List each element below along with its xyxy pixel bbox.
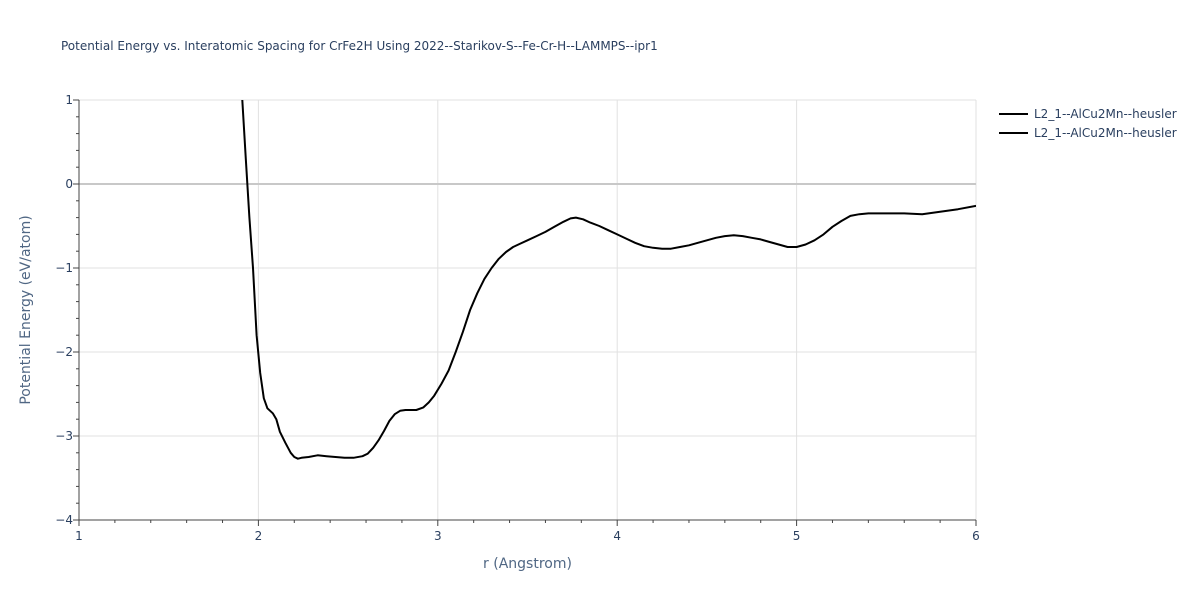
series-layer — [241, 100, 976, 460]
y-tick-label: 0 — [65, 177, 73, 191]
grid — [79, 99, 977, 520]
legend-label: L2_1--AlCu2Mn--heusler — [1034, 107, 1177, 121]
y-tick-label: 1 — [65, 93, 73, 107]
x-tick-label: 5 — [793, 529, 801, 543]
x-tick-label: 1 — [75, 529, 83, 543]
legend-label: L2_1--AlCu2Mn--heusler — [1034, 126, 1177, 140]
legend-item[interactable]: L2_1--AlCu2Mn--heusler — [999, 107, 1177, 121]
axes — [73, 99, 977, 526]
y-tick-label: −2 — [55, 345, 73, 359]
x-tick-label: 6 — [972, 529, 980, 543]
legend-item[interactable]: L2_1--AlCu2Mn--heusler — [999, 126, 1177, 140]
tick-labels: 1 2 3 4 5 6 1 0 −1 −2 −3 −4 — [55, 93, 980, 543]
series-line — [241, 100, 976, 460]
x-axis-title: r (Angstrom) — [483, 556, 572, 572]
y-tick-label: −3 — [55, 429, 73, 443]
x-tick-label: 3 — [434, 529, 442, 543]
x-tick-label: 4 — [613, 529, 621, 543]
y-tick-label: −4 — [55, 513, 73, 527]
y-axis-title: Potential Energy (eV/atom) — [18, 215, 34, 404]
legend[interactable]: L2_1--AlCu2Mn--heusler L2_1--AlCu2Mn--heu… — [999, 107, 1177, 140]
x-tick-label: 2 — [255, 529, 263, 543]
chart-title: Potential Energy vs. Interatomic Spacing… — [61, 39, 658, 53]
y-tick-label: −1 — [55, 261, 73, 275]
